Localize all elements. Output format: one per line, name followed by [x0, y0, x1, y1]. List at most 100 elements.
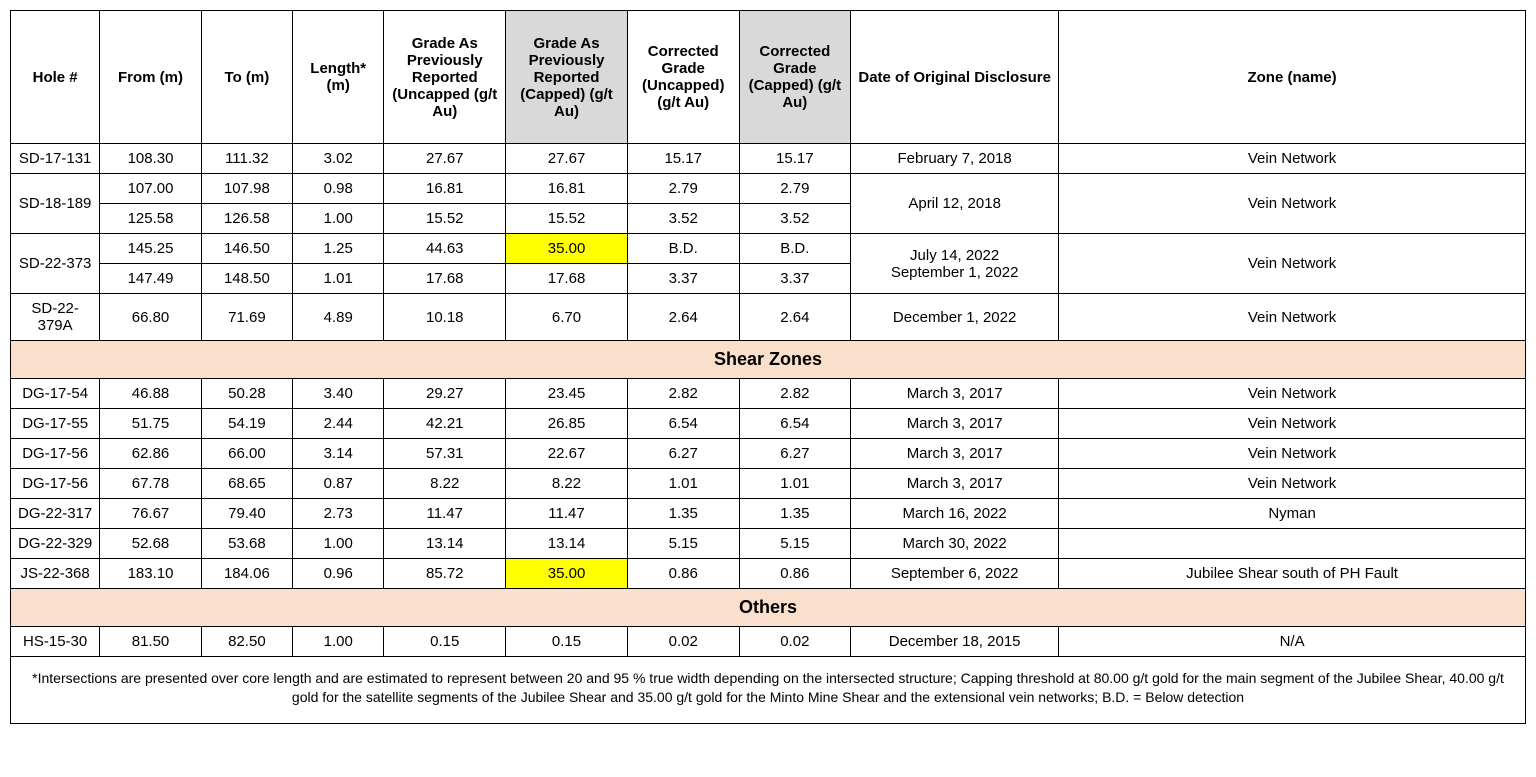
footnote-row: *Intersections are presented over core l… [11, 657, 1526, 724]
cell-corr-capped: 2.79 [739, 174, 851, 204]
table-row: SD-18-189107.00107.980.9816.8116.812.792… [11, 174, 1526, 204]
table-row: DG-17-5551.7554.192.4442.2126.856.546.54… [11, 409, 1526, 439]
table-row: HS-15-3081.5082.501.000.150.150.020.02De… [11, 627, 1526, 657]
cell-zone: Vein Network [1059, 469, 1526, 499]
cell-length: 0.87 [293, 469, 384, 499]
cell-corr-uncapped: B.D. [627, 234, 739, 264]
col-header-prev_unc: Grade As Previously Reported (Uncapped (… [384, 11, 506, 144]
cell-length: 1.01 [293, 264, 384, 294]
table-row: DG-22-31776.6779.402.7311.4711.471.351.3… [11, 499, 1526, 529]
cell-corr-uncapped: 1.01 [627, 469, 739, 499]
cell-to: 79.40 [201, 499, 292, 529]
cell-length: 2.73 [293, 499, 384, 529]
cell-length: 2.44 [293, 409, 384, 439]
cell-corr-uncapped: 15.17 [627, 144, 739, 174]
cell-hole: DG-17-56 [11, 439, 100, 469]
cell-to: 111.32 [201, 144, 292, 174]
cell-prev-capped: 26.85 [506, 409, 628, 439]
cell-length: 3.14 [293, 439, 384, 469]
cell-date: March 3, 2017 [851, 409, 1059, 439]
table-row: SD-22-373145.25146.501.2544.6335.00B.D.B… [11, 234, 1526, 264]
cell-from: 62.86 [100, 439, 201, 469]
cell-zone: Vein Network [1059, 379, 1526, 409]
cell-prev-uncapped: 8.22 [384, 469, 506, 499]
cell-prev-capped: 0.15 [506, 627, 628, 657]
cell-corr-capped: 3.37 [739, 264, 851, 294]
cell-from: 125.58 [100, 204, 201, 234]
col-header-corr_unc: Corrected Grade (Uncapped) (g/t Au) [627, 11, 739, 144]
col-header-prev_cap: Grade As Previously Reported (Capped) (g… [506, 11, 628, 144]
cell-zone: Nyman [1059, 499, 1526, 529]
cell-corr-uncapped: 0.86 [627, 559, 739, 589]
cell-prev-capped: 35.00 [506, 559, 628, 589]
cell-from: 52.68 [100, 529, 201, 559]
cell-length: 0.98 [293, 174, 384, 204]
cell-zone: N/A [1059, 627, 1526, 657]
cell-zone: Vein Network [1059, 174, 1526, 234]
cell-corr-capped: 2.64 [739, 294, 851, 341]
col-header-date: Date of Original Disclosure [851, 11, 1059, 144]
cell-zone: Vein Network [1059, 144, 1526, 174]
cell-corr-uncapped: 6.27 [627, 439, 739, 469]
cell-to: 107.98 [201, 174, 292, 204]
cell-prev-capped: 15.52 [506, 204, 628, 234]
cell-prev-uncapped: 13.14 [384, 529, 506, 559]
section-label: Shear Zones [11, 341, 1526, 379]
cell-corr-capped: 0.02 [739, 627, 851, 657]
cell-corr-capped: 1.01 [739, 469, 851, 499]
cell-prev-uncapped: 44.63 [384, 234, 506, 264]
cell-corr-capped: 15.17 [739, 144, 851, 174]
cell-to: 148.50 [201, 264, 292, 294]
cell-hole: HS-15-30 [11, 627, 100, 657]
col-header-zone: Zone (name) [1059, 11, 1526, 144]
cell-length: 1.00 [293, 627, 384, 657]
cell-to: 146.50 [201, 234, 292, 264]
cell-zone: Jubilee Shear south of PH Fault [1059, 559, 1526, 589]
col-header-corr_cap: Corrected Grade (Capped) (g/t Au) [739, 11, 851, 144]
cell-length: 3.40 [293, 379, 384, 409]
cell-date: March 3, 2017 [851, 469, 1059, 499]
cell-hole: DG-22-329 [11, 529, 100, 559]
cell-date: July 14, 2022September 1, 2022 [851, 234, 1059, 294]
cell-prev-uncapped: 15.52 [384, 204, 506, 234]
cell-from: 46.88 [100, 379, 201, 409]
cell-corr-uncapped: 5.15 [627, 529, 739, 559]
cell-to: 68.65 [201, 469, 292, 499]
cell-prev-uncapped: 27.67 [384, 144, 506, 174]
cell-date: March 3, 2017 [851, 379, 1059, 409]
cell-zone: Vein Network [1059, 439, 1526, 469]
cell-zone: Vein Network [1059, 409, 1526, 439]
table-row: SD-17-131108.30111.323.0227.6727.6715.17… [11, 144, 1526, 174]
cell-zone [1059, 529, 1526, 559]
cell-corr-capped: 6.54 [739, 409, 851, 439]
cell-prev-uncapped: 11.47 [384, 499, 506, 529]
cell-corr-uncapped: 3.37 [627, 264, 739, 294]
cell-to: 53.68 [201, 529, 292, 559]
cell-prev-uncapped: 17.68 [384, 264, 506, 294]
section-row: Others [11, 589, 1526, 627]
cell-hole: JS-22-368 [11, 559, 100, 589]
cell-from: 51.75 [100, 409, 201, 439]
cell-corr-capped: B.D. [739, 234, 851, 264]
cell-to: 66.00 [201, 439, 292, 469]
cell-zone: Vein Network [1059, 234, 1526, 294]
cell-hole: DG-22-317 [11, 499, 100, 529]
assay-results-table: Hole #From (m)To (m)Length* (m)Grade As … [10, 10, 1526, 724]
cell-zone: Vein Network [1059, 294, 1526, 341]
cell-from: 108.30 [100, 144, 201, 174]
cell-prev-uncapped: 16.81 [384, 174, 506, 204]
table-row: SD-22-379A66.8071.694.8910.186.702.642.6… [11, 294, 1526, 341]
cell-from: 183.10 [100, 559, 201, 589]
cell-to: 184.06 [201, 559, 292, 589]
cell-prev-capped: 27.67 [506, 144, 628, 174]
cell-to: 50.28 [201, 379, 292, 409]
cell-prev-capped: 23.45 [506, 379, 628, 409]
cell-from: 145.25 [100, 234, 201, 264]
footnote-text: *Intersections are presented over core l… [11, 657, 1526, 724]
table-row: DG-17-5662.8666.003.1457.3122.676.276.27… [11, 439, 1526, 469]
cell-date: April 12, 2018 [851, 174, 1059, 234]
cell-prev-uncapped: 29.27 [384, 379, 506, 409]
cell-hole: DG-17-54 [11, 379, 100, 409]
cell-from: 147.49 [100, 264, 201, 294]
cell-from: 67.78 [100, 469, 201, 499]
